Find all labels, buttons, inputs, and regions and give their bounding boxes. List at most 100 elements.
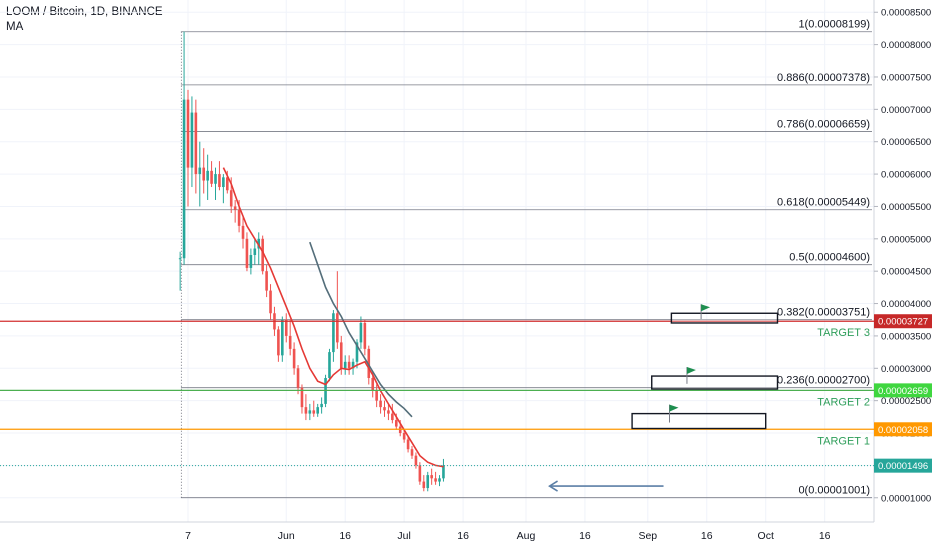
price-badge-bg <box>874 383 932 398</box>
target-box[interactable] <box>651 375 779 390</box>
candle-body <box>229 190 233 207</box>
last-price-text: 0.00001496 <box>878 461 928 472</box>
candle <box>182 31 186 265</box>
candle <box>296 365 300 395</box>
candle-body <box>222 177 225 188</box>
indicator-label[interactable]: MA <box>6 21 24 33</box>
price-badge: 0.00002058 <box>874 422 932 437</box>
candle-body <box>375 390 378 401</box>
candle-body <box>277 329 280 356</box>
time-axis[interactable]: 7 Jun 16 Jul 16 Aug 16 Sep 16 Oct 16 <box>185 530 831 542</box>
candle <box>387 403 390 421</box>
time-tick-label: 16 <box>579 530 591 542</box>
time-tick-label: Oct <box>758 530 774 542</box>
candle-body <box>391 413 394 421</box>
candle <box>206 154 209 200</box>
candle-body <box>300 387 304 408</box>
candle <box>284 313 288 343</box>
price-badge: 0.00003727 <box>874 314 932 329</box>
candle-body <box>347 361 351 369</box>
candle-body <box>359 322 363 343</box>
candle-body <box>339 342 343 369</box>
candle <box>202 148 206 194</box>
target-box[interactable] <box>670 312 779 324</box>
candle-body <box>387 410 390 414</box>
flag-icon[interactable] <box>686 367 696 375</box>
candle <box>359 316 363 349</box>
candle-body <box>241 225 245 239</box>
candle-body <box>332 313 335 353</box>
candle <box>292 342 296 375</box>
candle-body <box>284 319 288 336</box>
time-tick-label: Jul <box>397 530 410 542</box>
candle <box>210 161 213 188</box>
candle-body <box>257 238 261 249</box>
candle <box>194 99 198 194</box>
candle-body <box>206 170 209 181</box>
candle-body <box>194 112 198 175</box>
candle-body <box>281 319 284 356</box>
candle-body <box>261 238 264 272</box>
candle-body <box>410 449 414 456</box>
time-tick-label: 16 <box>339 530 351 542</box>
candle-body <box>198 167 202 175</box>
price-tick-label: 0.00006500 <box>881 137 931 148</box>
candle <box>391 403 394 424</box>
candle-body <box>249 255 253 268</box>
candle-body <box>292 348 296 369</box>
fib-level-label: 0.786(0.00006659) <box>777 118 870 130</box>
candle <box>257 232 261 265</box>
candle <box>422 475 426 492</box>
candle-body <box>269 290 272 314</box>
candle <box>300 384 304 414</box>
candle-body <box>190 112 194 168</box>
candle <box>434 471 437 485</box>
candle <box>178 251 182 291</box>
candle <box>438 475 441 487</box>
candle <box>312 400 316 417</box>
candle <box>218 161 221 191</box>
target-box[interactable] <box>631 412 767 430</box>
arrow-head-icon <box>548 480 558 492</box>
candle-body <box>438 478 441 482</box>
candle-body <box>210 170 213 184</box>
candle-body <box>426 475 430 489</box>
candle <box>320 397 323 414</box>
price-tick-label: 0.00002500 <box>881 396 931 407</box>
candle <box>406 436 410 453</box>
candle <box>347 355 351 375</box>
candle-body <box>383 407 386 411</box>
price-tick-label: 0.00003000 <box>881 364 931 375</box>
candle <box>414 452 418 469</box>
candle-body <box>218 174 221 188</box>
time-tick-label: 16 <box>457 530 469 542</box>
candles[interactable] <box>178 31 445 492</box>
target-group[interactable]: TARGET 1 0.00002058 <box>0 404 932 448</box>
flag-icon[interactable] <box>701 304 711 312</box>
candle-body <box>371 378 375 391</box>
target-group[interactable]: TARGET 2 0.00002659 <box>0 367 932 408</box>
candle <box>241 216 245 249</box>
price-tick-label: 0.00008500 <box>881 8 931 19</box>
candle <box>379 394 382 414</box>
fib-level-label: 0.886(0.00007378) <box>777 72 870 84</box>
candle <box>277 326 280 362</box>
candle-body <box>422 481 426 489</box>
candle-body <box>265 271 268 291</box>
price-badge-text: 0.00002058 <box>878 425 928 436</box>
ma-fast-line <box>222 167 444 468</box>
flag-icon[interactable] <box>669 404 679 412</box>
fib-level-label: 0.5(0.00004600) <box>789 252 870 264</box>
candle-body <box>214 174 217 184</box>
fib-level-label: 1(0.00008199) <box>798 19 870 31</box>
time-tick-label: 16 <box>819 530 831 542</box>
targets[interactable]: TARGET 30.00003727 TARGET 20.00002659TARG… <box>0 304 932 447</box>
price-tick-label: 0.00005500 <box>881 202 931 213</box>
grid <box>0 0 874 522</box>
fib-retracement[interactable]: 1(0.00008199) 0.886(0.00007378) 0.786(0.00… <box>180 19 872 499</box>
arrow-annotation[interactable] <box>548 480 664 492</box>
candle-body <box>379 400 382 408</box>
target-group[interactable]: TARGET 3 0.00003727 <box>0 304 932 339</box>
candle <box>332 310 335 362</box>
